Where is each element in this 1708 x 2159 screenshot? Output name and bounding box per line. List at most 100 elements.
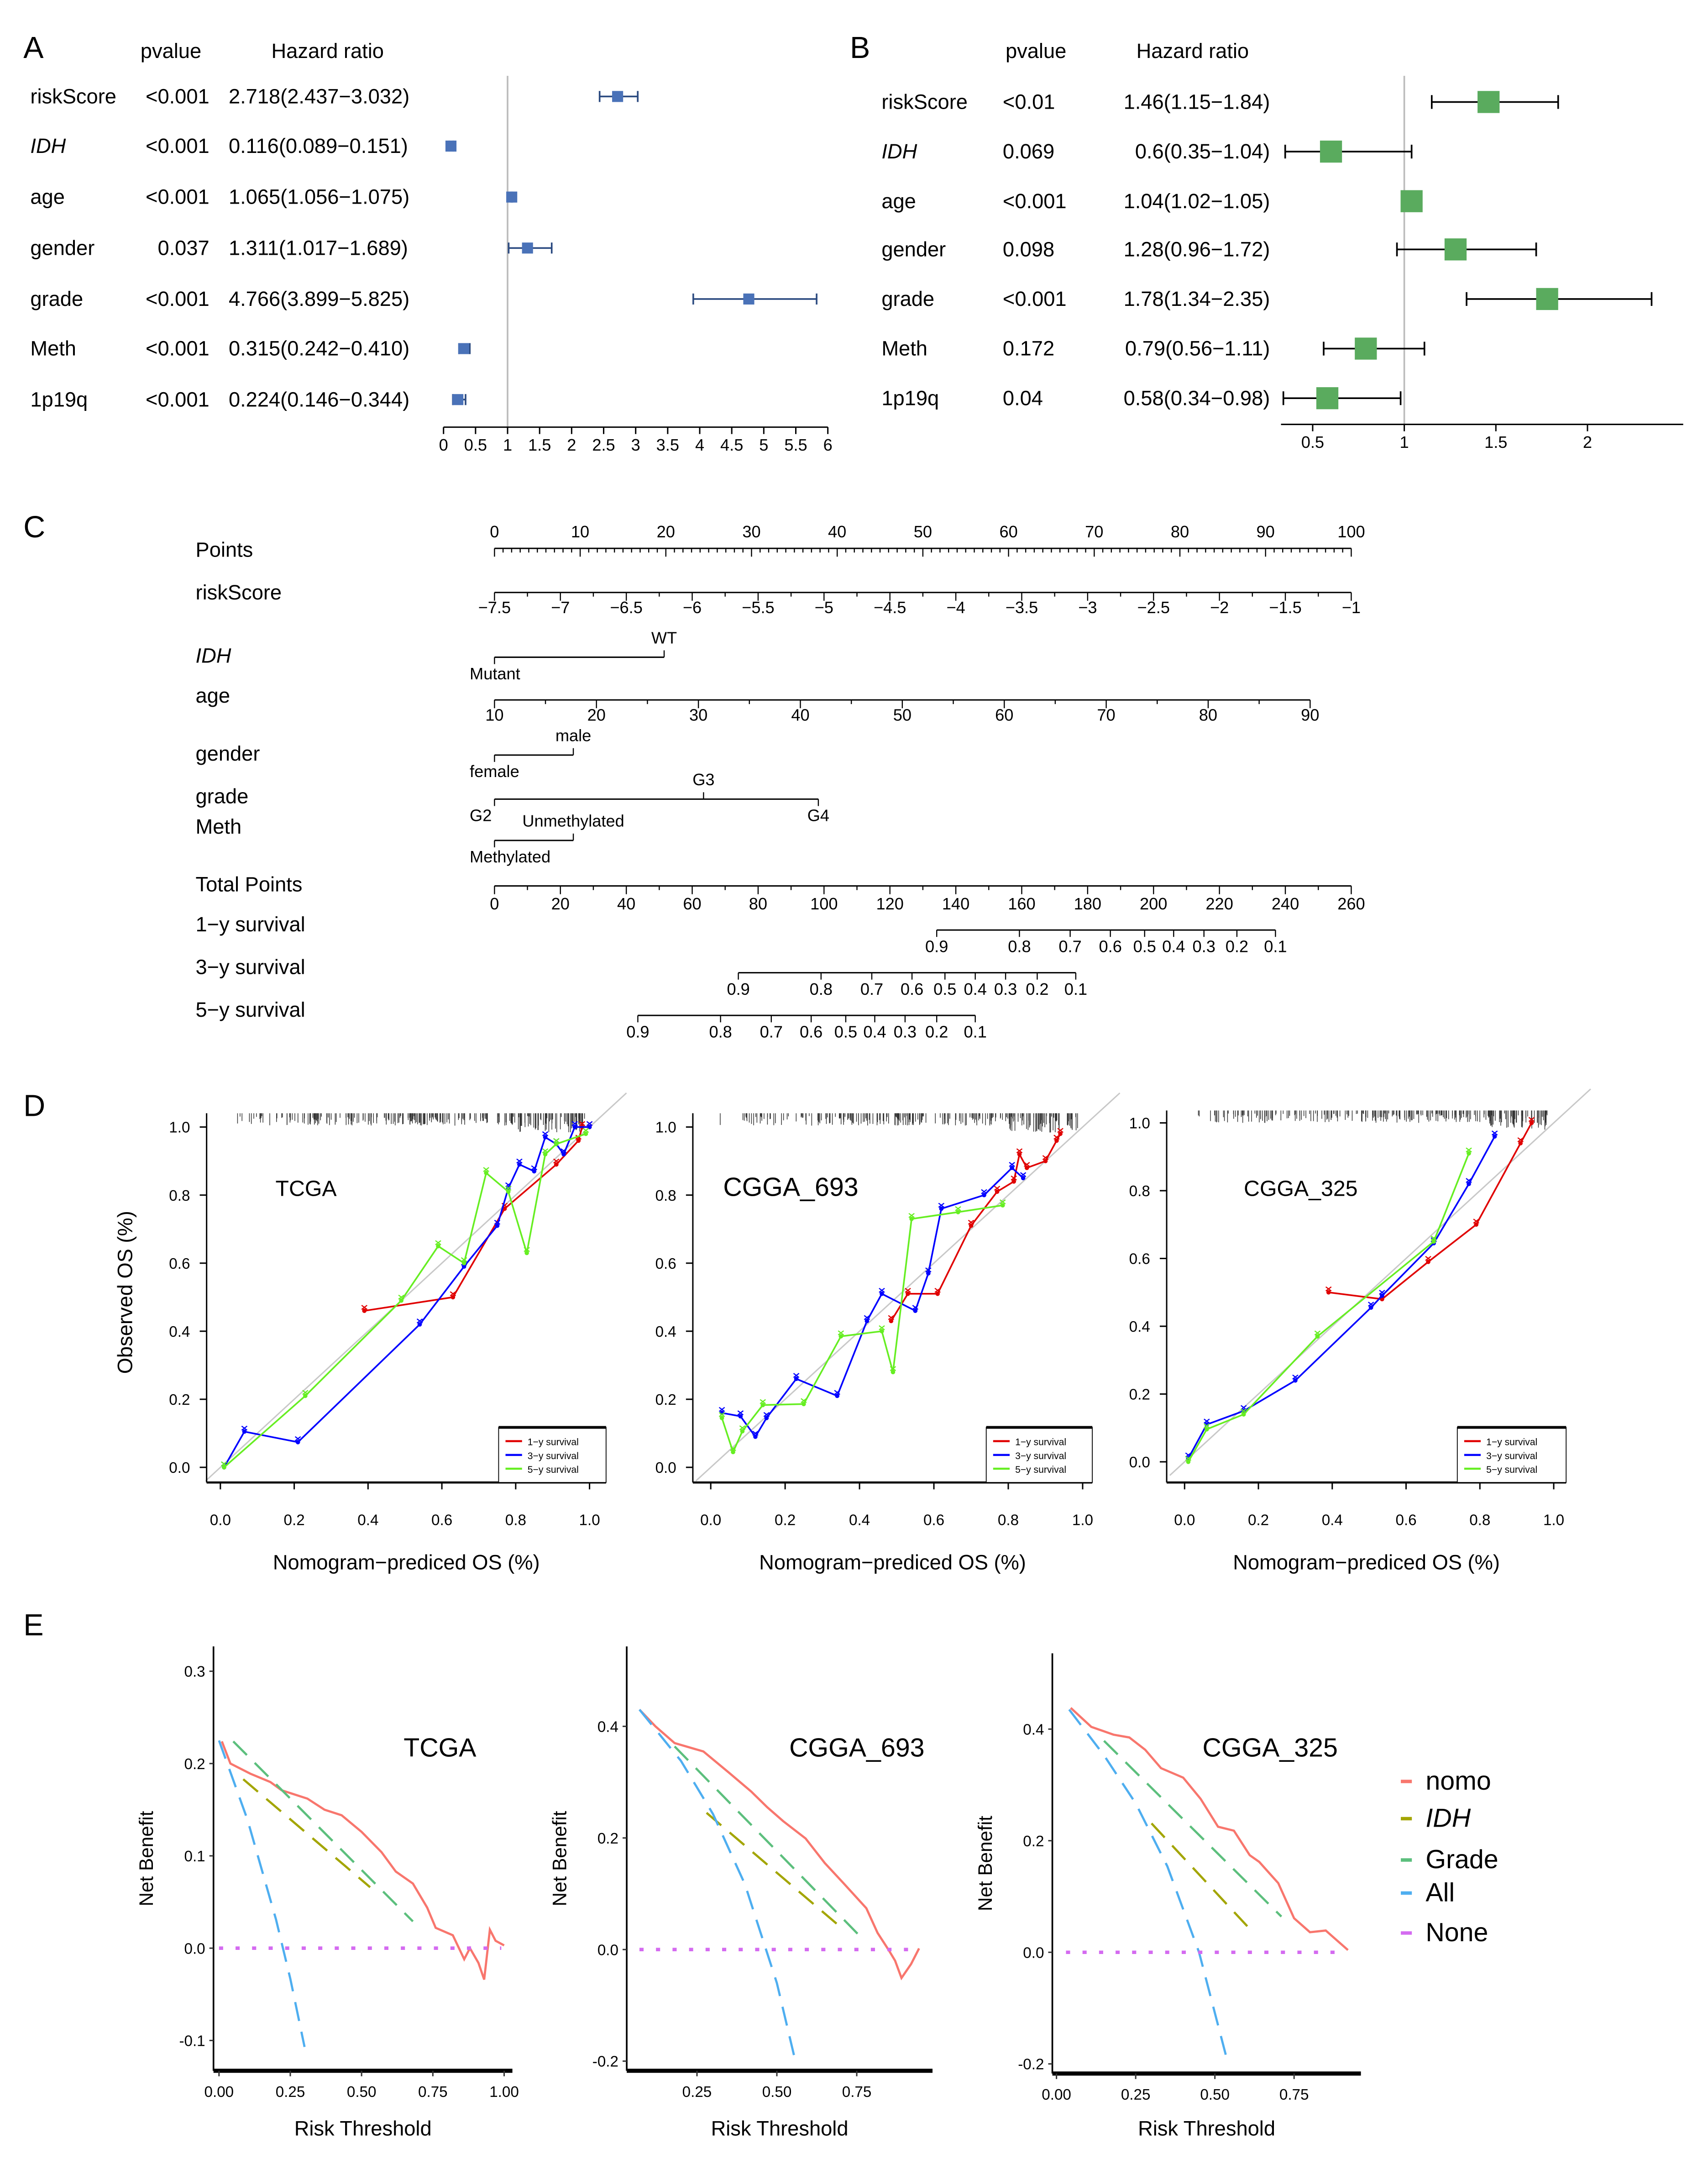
hazard-ratio-marker — [1316, 387, 1339, 410]
calibration-x-mark — [505, 1186, 512, 1191]
forest-row: age <0.001 1.04(1.02−1.05) — [881, 189, 1423, 213]
x-tick-label: 5.5 — [784, 436, 807, 454]
panel-letter-d: D — [23, 1089, 45, 1123]
calibration-x-mark — [553, 1138, 560, 1143]
row-label: grade — [30, 287, 83, 310]
ideal-diagonal — [205, 1092, 627, 1481]
curve-nomo — [1070, 1707, 1349, 1951]
legend-label: nomo — [1425, 1766, 1491, 1796]
row-label: gender — [881, 237, 946, 261]
variable-tick-label: −6.5 — [610, 598, 642, 617]
series-3y-survival — [718, 1162, 1027, 1439]
survival-tick-label: 0.9 — [925, 937, 948, 956]
calibration-x-mark — [934, 1287, 941, 1293]
calibration-point — [913, 1308, 918, 1313]
x-tick-label: 2 — [567, 436, 576, 454]
legend-label: 1−y survival — [1486, 1437, 1537, 1448]
calibration-point — [1054, 1138, 1059, 1143]
calibration-x-mark — [553, 1158, 560, 1164]
row-pvalue: <0.001 — [146, 134, 210, 158]
x-tick-label: 0.8 — [998, 1512, 1019, 1529]
calibration-point — [543, 1152, 548, 1157]
calibration-x-mark — [582, 1128, 589, 1133]
calibration-x-mark — [1240, 1408, 1247, 1413]
y-tick-label: 0.0 — [1023, 1944, 1044, 1961]
panel-letter-b: B — [850, 31, 870, 65]
row-label: riskScore — [881, 90, 968, 114]
y-tick-label: 0.2 — [597, 1830, 618, 1847]
survival-tick-label: 0.8 — [709, 1022, 732, 1041]
x-tick-label: 1.0 — [1072, 1512, 1093, 1529]
panel-letter-e: E — [23, 1608, 43, 1642]
x-tick-label: 1.5 — [528, 436, 551, 454]
y-axis-label: Observed OS (%) — [114, 1211, 137, 1374]
calibration-point — [1426, 1260, 1430, 1264]
calibration-x-mark — [361, 1305, 368, 1310]
curve-idh — [1151, 1823, 1251, 1930]
calibration-point — [764, 1416, 769, 1420]
forest-row: riskScore <0.001 2.718(2.437−3.032) — [30, 84, 639, 108]
y-tick-label: 0.8 — [655, 1187, 676, 1204]
calibration-x-mark — [1011, 1175, 1017, 1181]
points-tick-label: 40 — [828, 522, 846, 541]
variable-label: Meth — [196, 815, 242, 838]
calibration-point — [969, 1223, 974, 1228]
x-tick-label: 2 — [1583, 433, 1592, 452]
survival-tick-label: 0.4 — [1162, 937, 1185, 956]
calibration-point — [495, 1223, 500, 1228]
x-tick-label: 1.5 — [1484, 433, 1507, 452]
hazard-ratio-header: Hazard ratio — [271, 39, 383, 63]
nomogram-variable-riskscore: riskScore −7.5 −7 −6.5 −6 −5.5 −5 −4.5 −4 −3.5 −3 −… — [196, 581, 1361, 617]
calibration-point — [222, 1465, 226, 1470]
plot-title: CGGA_693 — [789, 1734, 924, 1763]
total-points-tick-label: 160 — [1008, 894, 1035, 913]
y-tick-label: 0.1 — [184, 1848, 205, 1865]
calibration-x-mark — [241, 1425, 248, 1431]
calibration-x-mark — [1053, 1135, 1060, 1140]
calibration-plot-tcga: 0.0 0.2 0.4 0.6 0.8 1.0 0.0 0.2 0.4 0.6 0.8 1.0 TCGA… — [114, 1092, 627, 1574]
row-hazard-ratio: 0.315(0.242−0.410) — [229, 337, 409, 360]
total-points-tick-label: 260 — [1337, 894, 1365, 913]
legend-label: All — [1425, 1878, 1455, 1907]
forest-row: Meth 0.172 0.79(0.56−1.11) — [881, 337, 1425, 360]
x-tick-label: 1.00 — [489, 2084, 519, 2101]
calibration-x-mark — [1379, 1290, 1385, 1295]
variable-tick-label: −4.5 — [874, 598, 906, 617]
row-label: IDH — [30, 134, 66, 158]
nomogram-variable-meth: Meth Methylated Unmethylated — [196, 812, 624, 866]
points-tick-label: 80 — [1171, 522, 1189, 541]
decision-curve-tcga: 0.00 0.25 0.50 0.75 1.00 -0.1 0.0 0.1 0.2 0.3 TCGA… — [136, 1646, 519, 2140]
x-tick-label: 0.00 — [1042, 2086, 1071, 2103]
variable-tick-label: −2.5 — [1137, 598, 1170, 617]
forest-plot-a: pvalue Hazard ratio riskScore <0.001 2.718(2… — [30, 39, 832, 454]
hazard-ratio-marker — [452, 394, 464, 405]
hazard-ratio-marker — [522, 242, 533, 254]
x-tick-label: 0.2 — [775, 1512, 796, 1529]
variable-tick-label: −7 — [551, 598, 570, 617]
forest-row: grade <0.001 4.766(3.899−5.825) — [30, 287, 817, 310]
calibration-point — [794, 1376, 799, 1382]
survival-tick-label: 0.6 — [800, 1022, 823, 1041]
calibration-point — [554, 1142, 559, 1146]
calibration-point — [1518, 1141, 1523, 1145]
legend-label: 5−y survival — [1486, 1465, 1537, 1475]
total-points-tick-label: 80 — [749, 894, 767, 913]
x-tick-label: 0.4 — [357, 1512, 378, 1529]
x-tick-label: 0.50 — [762, 2084, 792, 2101]
y-tick-label: 0.2 — [655, 1392, 676, 1408]
forest-row: gender 0.037 1.311(1.017−1.689) — [30, 236, 553, 259]
hazard-ratio-header: Hazard ratio — [1137, 39, 1249, 63]
level-label: G3 — [692, 770, 714, 789]
variable-tick-label: 40 — [791, 705, 809, 724]
survival-tick-label: 0.3 — [994, 980, 1017, 998]
row-hazard-ratio: 1.04(1.02−1.05) — [1124, 189, 1270, 213]
row-hazard-ratio: 0.6(0.35−1.04) — [1135, 140, 1270, 163]
calibration-point — [506, 1189, 511, 1194]
x-tick-label: 0.75 — [1279, 2086, 1309, 2103]
calibration-point — [1024, 1166, 1029, 1170]
y-tick-label: 0.2 — [184, 1756, 205, 1773]
x-tick-label: 0.75 — [842, 2084, 872, 2101]
calibration-point — [1326, 1290, 1331, 1295]
curve-nomo — [639, 1708, 920, 1980]
x-tick-label: 0 — [439, 436, 448, 454]
